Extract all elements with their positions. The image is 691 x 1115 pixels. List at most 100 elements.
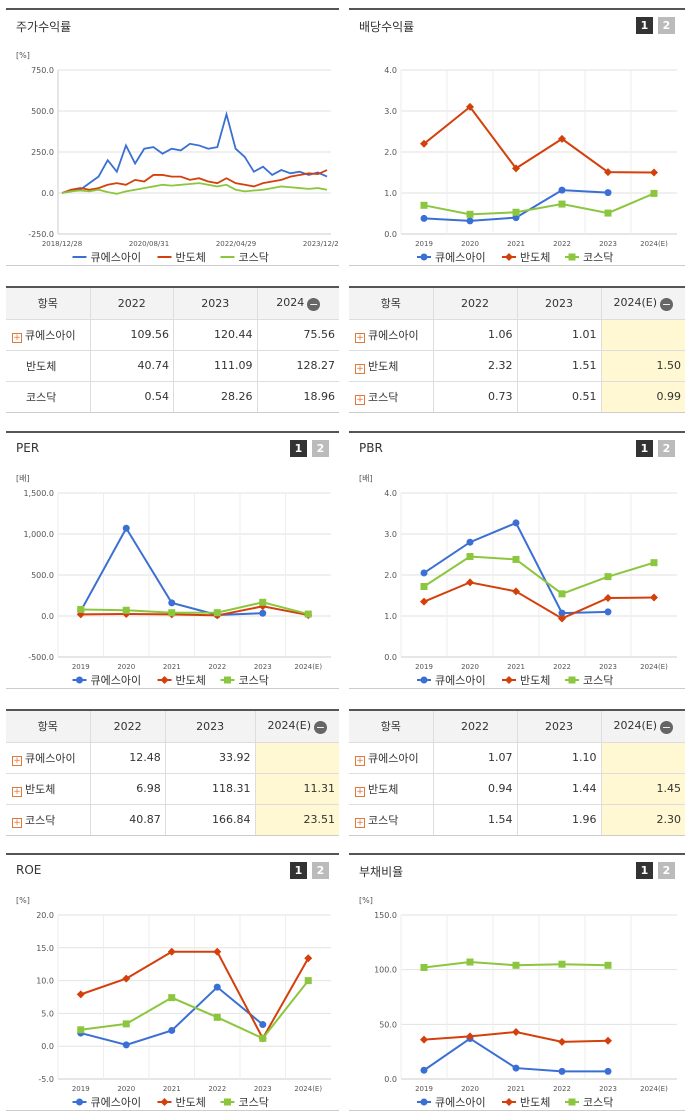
value-cell: 1.96	[516, 804, 601, 835]
expand-plus-icon[interactable]: +	[355, 363, 365, 374]
dividend-yield-panel: 배당수익률 1 2 4.0 3.0 2.0 1.0 0.0 2019 2020 2021 202…	[349, 8, 685, 266]
chart-toggle-2-button[interactable]: 2	[312, 862, 329, 879]
data-point	[512, 1027, 520, 1036]
value-cell: 0.99	[600, 381, 685, 412]
data-point	[168, 1026, 176, 1034]
value-cell	[254, 742, 339, 774]
value-cell: 1.07	[432, 742, 517, 774]
unit-label: [배]	[359, 474, 373, 483]
expand-plus-icon[interactable]: +	[355, 786, 365, 797]
row-name-cell: + 큐에스아이	[349, 319, 433, 351]
series-line	[80, 605, 309, 617]
row-name-cell: + 큐에스아이	[6, 319, 90, 351]
value-cell: 33.92	[164, 742, 255, 774]
y-tick-label: 1,500.0	[23, 489, 54, 498]
collapse-icon[interactable]: −	[660, 297, 674, 311]
row-name: 큐에스아이	[25, 751, 76, 765]
data-point	[505, 676, 513, 684]
data-point	[466, 210, 474, 218]
chart-toggle-2-button[interactable]: 2	[658, 440, 675, 457]
chart-toggle-1-button[interactable]: 1	[290, 862, 307, 879]
data-point	[122, 1020, 130, 1028]
row-name-cell: + 반도체	[349, 773, 433, 805]
data-point	[420, 963, 428, 971]
x-tick-label: 2019	[72, 1085, 90, 1093]
chart-toggle-1-button[interactable]: 1	[636, 862, 653, 879]
expand-plus-icon[interactable]: +	[12, 332, 22, 343]
expand-plus-icon[interactable]: +	[355, 817, 365, 828]
expand-plus-icon[interactable]: +	[12, 786, 22, 797]
y-tick-label: -500.0	[28, 653, 54, 662]
expand-plus-icon[interactable]: +	[12, 755, 22, 766]
panel-title: 주가수익률	[16, 20, 72, 34]
collapse-icon[interactable]: −	[307, 297, 321, 311]
row-name: 코스닥	[368, 813, 399, 827]
x-tick-label: 2021	[507, 1085, 525, 1093]
data-point	[466, 217, 474, 225]
legend-label: 반도체	[520, 674, 550, 687]
x-tick-label: 2020	[461, 240, 479, 248]
y-tick-label: 1.0	[384, 612, 397, 621]
table-header-cell: 2024(E) −	[600, 711, 685, 743]
y-tick-label: 0.0	[41, 189, 54, 198]
chart-toggle-2-button[interactable]: 2	[312, 440, 329, 457]
y-tick-label: 20.0	[36, 911, 54, 920]
value-cell: 0.94	[432, 773, 517, 805]
data-point	[604, 961, 612, 969]
y-tick-label: 2.0	[384, 571, 397, 580]
value-cell: 128.27	[256, 350, 339, 382]
legend-label: 큐에스아이	[435, 251, 486, 264]
table-row: 코스닥 0.54 28.26 18.96	[6, 381, 339, 412]
expand-plus-icon[interactable]: +	[355, 394, 365, 405]
data-point	[650, 559, 658, 567]
data-point	[512, 214, 520, 222]
expand-plus-icon[interactable]: +	[355, 755, 365, 766]
data-point	[466, 578, 474, 587]
table-row: + 코스닥 40.87 166.84 23.51	[6, 804, 339, 835]
value-cell: 6.98	[89, 773, 166, 805]
data-point	[650, 168, 658, 177]
row-name: 반도체	[368, 359, 399, 373]
x-tick-label: 2022	[553, 663, 571, 671]
value-cell: 1.44	[516, 773, 601, 805]
y-tick-label: 4.0	[384, 66, 397, 75]
data-point	[77, 605, 85, 613]
unit-label: [%]	[16, 51, 30, 60]
data-point	[259, 598, 267, 606]
expand-plus-icon[interactable]: +	[355, 332, 365, 343]
chart-toggle-2-button[interactable]: 2	[658, 17, 675, 34]
collapse-icon[interactable]: −	[314, 720, 328, 734]
panel-title: 배당수익률	[359, 20, 415, 34]
value-cell: 18.96	[256, 381, 339, 412]
y-tick-label: 100.0	[374, 966, 397, 975]
table-row: + 반도체 0.94 1.44 1.45	[349, 773, 685, 805]
data-point	[168, 609, 176, 617]
table-header-cell: 2024(E) −	[254, 711, 339, 743]
series-line	[80, 979, 310, 1040]
y-tick-label: 0.0	[384, 1075, 397, 1084]
expand-plus-icon[interactable]: +	[12, 817, 22, 828]
chart-toggle-1-button[interactable]: 1	[636, 17, 653, 34]
unit-label: [배]	[16, 474, 30, 483]
chart-toggle-1-button[interactable]: 1	[636, 440, 653, 457]
row-name: 큐에스아이	[25, 328, 76, 342]
dividend-yield-chart: 4.0 3.0 2.0 1.0 0.0 2019 2020 2021 2022 2023 2024(…	[384, 66, 677, 264]
value-cell: 11.31	[254, 773, 339, 805]
chart-toggle-2-button[interactable]: 2	[658, 862, 675, 879]
row-name: 반도체	[25, 782, 56, 796]
table-row: + 큐에스아이 1.06 1.01	[349, 319, 685, 351]
data-point	[558, 590, 566, 598]
row-name: 코스닥	[26, 390, 57, 404]
legend-label: 큐에스아이	[91, 674, 142, 687]
chart-toggle-1-button[interactable]: 1	[290, 440, 307, 457]
row-name: 큐에스아이	[368, 328, 419, 342]
legend-label: 코스닥	[583, 1096, 613, 1109]
series-line	[61, 182, 328, 195]
table-row: 반도체 40.74 111.09 128.27	[6, 350, 339, 382]
data-point	[568, 1098, 576, 1106]
collapse-icon[interactable]: −	[660, 720, 674, 734]
data-point	[604, 1036, 612, 1045]
y-tick-label: 0.0	[41, 1042, 54, 1051]
series-line	[423, 581, 655, 620]
x-tick-label: 2023/12/28	[303, 240, 339, 248]
